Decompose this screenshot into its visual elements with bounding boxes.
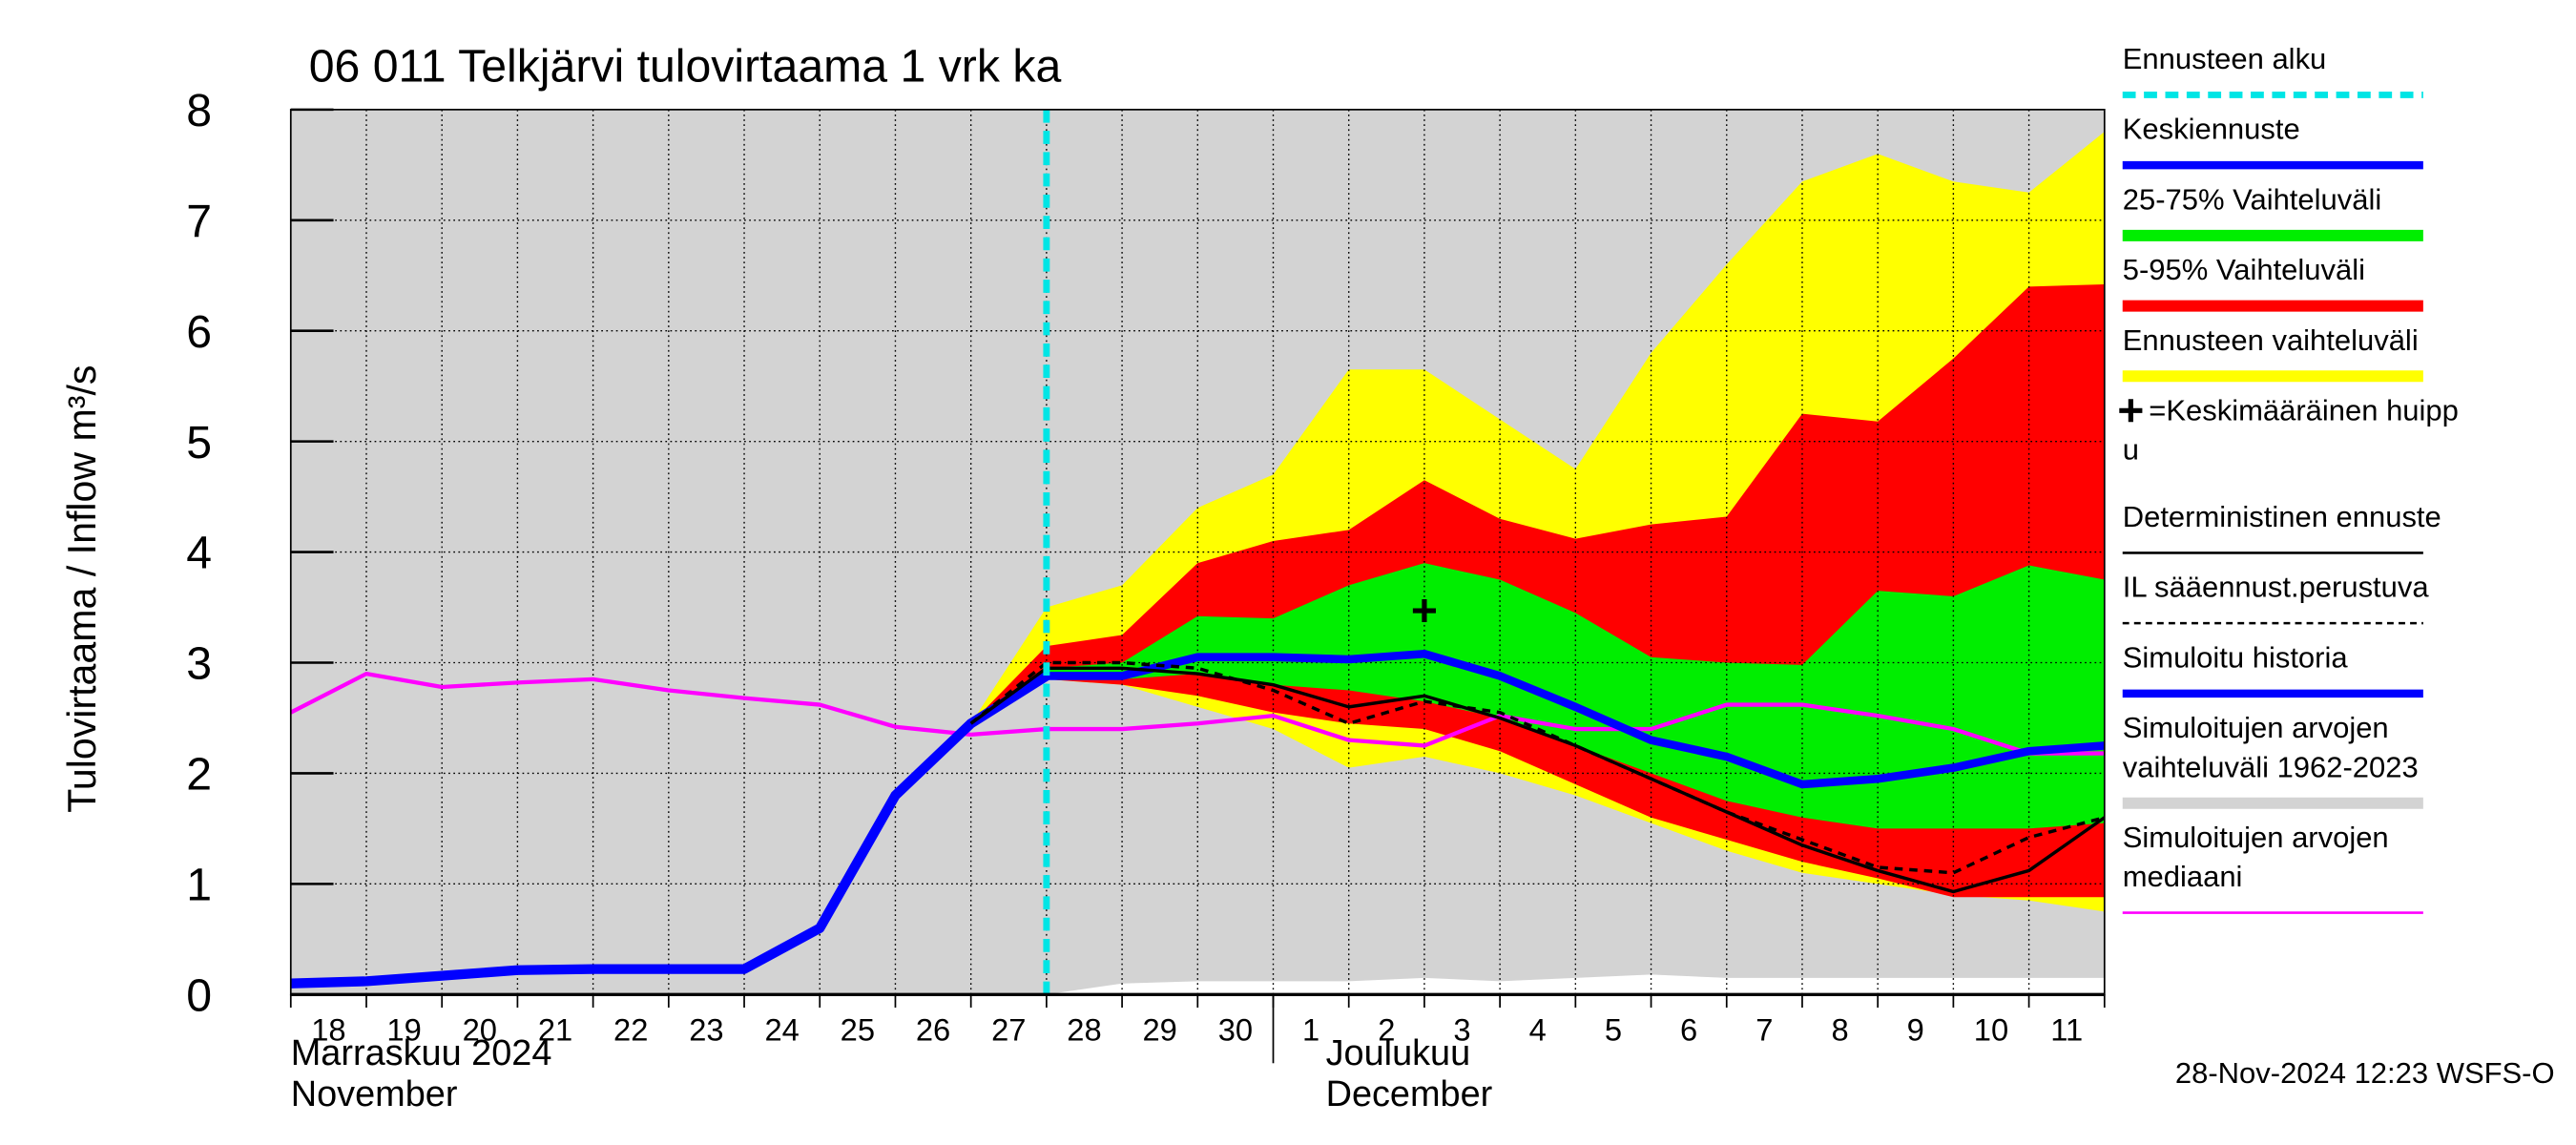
y-tick-label: 7: [186, 196, 212, 247]
legend-label: Simuloitujen arvojen: [2123, 821, 2389, 854]
month-label: Marraskuu 2024: [291, 1033, 552, 1073]
month-label: December: [1326, 1074, 1493, 1114]
x-tick-label: 22: [613, 1011, 648, 1047]
series-layer: [290, 109, 2105, 995]
x-tick-label: 5: [1605, 1011, 1622, 1047]
legend-label: Ennusteen alku: [2123, 42, 2327, 75]
legend-label: u: [2123, 433, 2139, 467]
x-tick-label: 2: [1378, 1011, 1395, 1047]
x-tick-label: 28: [1067, 1011, 1101, 1047]
x-tick-label: 27: [991, 1011, 1026, 1047]
legend-label: Simuloitu historia: [2123, 640, 2349, 674]
y-tick-label: 4: [186, 528, 212, 579]
x-tick-label: 24: [764, 1011, 799, 1047]
chart-title: 06 011 Telkjärvi tulovirtaama 1 vrk ka: [309, 41, 1062, 93]
series-line: [969, 666, 2105, 894]
x-tick-label: 11: [2050, 1011, 2083, 1047]
footer: 28-Nov-2024 12:23 WSFS-O: [2175, 1056, 2555, 1090]
x-tick-label: 21: [538, 1011, 572, 1047]
legend-label: Simuloitujen arvojen: [2123, 711, 2389, 744]
y-tick-label: 8: [186, 85, 212, 136]
month-label: Joulukuu: [1326, 1033, 1471, 1073]
series-line: [1046, 649, 2105, 789]
legend-label: Deterministinen ennuste: [2123, 500, 2441, 533]
x-tick-label: 7: [1755, 1011, 1773, 1047]
legend-label: Keskiennuste: [2123, 113, 2300, 146]
y-tick-label: 2: [186, 749, 212, 801]
y-tick-label: 1: [186, 860, 212, 911]
x-tick-label: 25: [841, 1011, 875, 1047]
y-tick-label: 5: [186, 417, 212, 468]
legend-label: mediaani: [2123, 860, 2243, 893]
x-tick-label: 20: [463, 1011, 497, 1047]
month-label: November: [291, 1074, 458, 1114]
legend-label: vaihteluväli 1962-2023: [2123, 750, 2419, 783]
x-tick-label: 4: [1529, 1011, 1547, 1047]
x-tick-label: 23: [689, 1011, 723, 1047]
series-line: [969, 660, 2105, 875]
y-tick-label: 0: [186, 970, 212, 1022]
x-tick-label: 1: [1302, 1011, 1319, 1047]
legend-marker: [2119, 399, 2143, 423]
y-tick-label: 3: [186, 638, 212, 690]
x-tick-label: 10: [1974, 1011, 2008, 1047]
band-area: [970, 563, 2105, 829]
x-tick-label: 30: [1218, 1011, 1253, 1047]
legend-label: 25-75% Vaihteluväli: [2123, 182, 2381, 216]
x-tick-label: 3: [1453, 1011, 1470, 1047]
legend-label: 5-95% Vaihteluväli: [2123, 253, 2365, 286]
x-tick-label: 9: [1907, 1011, 1924, 1047]
peak-marker: [1412, 599, 1436, 623]
series-line: [290, 671, 2105, 756]
y-tick-label: 6: [186, 306, 212, 358]
x-tick-label: 8: [1831, 1011, 1848, 1047]
y-axis-label: Tulovirtaama / Inflow m³/s: [60, 365, 104, 813]
x-tick-label: 18: [311, 1011, 345, 1047]
legend-label: =Keskimääräinen huipp: [2149, 394, 2459, 427]
x-tick-label: 26: [916, 1011, 950, 1047]
x-tick-label: 19: [386, 1011, 421, 1047]
x-tick-label: 29: [1142, 1011, 1176, 1047]
series-line: [290, 672, 1049, 989]
legend-label: IL sääennust.perustuva: [2123, 571, 2430, 604]
x-tick-label: 6: [1680, 1011, 1697, 1047]
legend-label: Ennusteen vaihteluväli: [2123, 323, 2419, 357]
